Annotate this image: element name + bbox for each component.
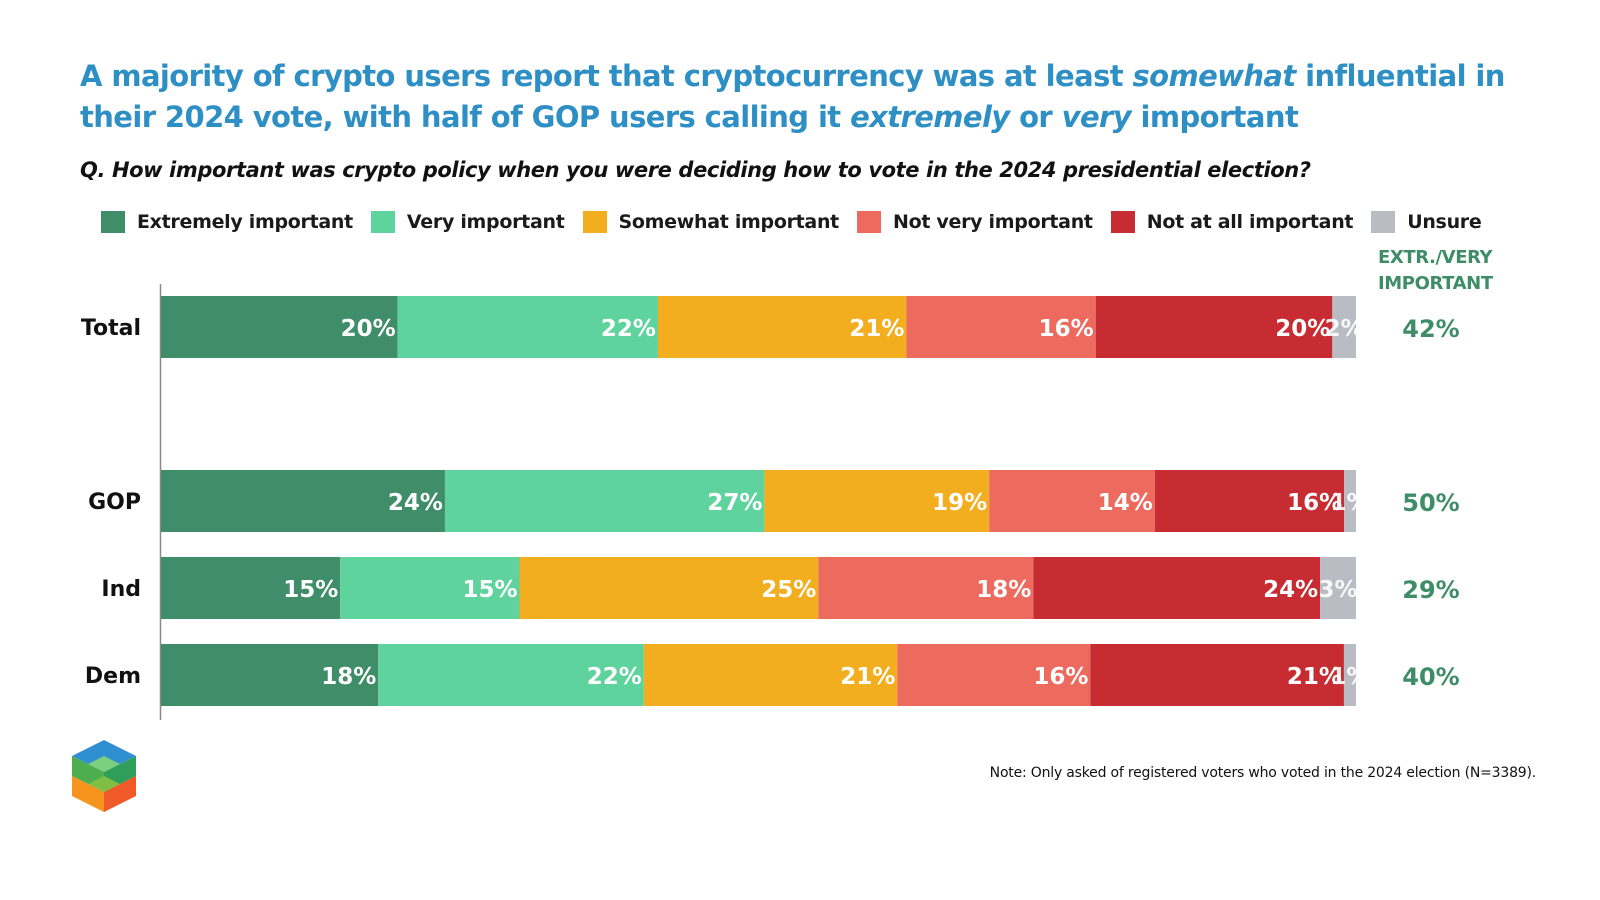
chart-title: A majority of crypto users report that c… [80,59,1505,134]
bar-segment-ind-1 [340,557,520,619]
legend-label: Somewhat important [618,211,840,233]
bar-segment-ind-4 [1033,557,1321,619]
bar-segment-ind-3 [818,557,1034,619]
legend-label: Not very important [892,211,1093,233]
data-label-total-5: 2% [1325,316,1364,342]
data-label-dem-5: 1% [1330,664,1369,690]
legend-swatch [582,211,607,233]
bar-segment-gop-5 [1344,470,1356,532]
bar-segment-dem-3 [897,644,1091,706]
bar-segment-total-2 [657,296,907,358]
legend-swatch [101,211,125,233]
legend-swatch [1110,211,1135,233]
data-label-gop-2: 19% [932,490,987,516]
bar-segment-total-4 [1095,296,1333,358]
data-label-dem-0: 18% [321,664,376,690]
legend-item-unsure: Unsure [1371,211,1482,233]
data-label-ind-1: 15% [462,577,517,603]
bar-segment-gop-3 [989,470,1155,532]
data-label-dem-2: 21% [840,664,895,690]
data-label-ind-4: 24% [1263,577,1318,603]
category-label-ind: Ind [101,577,141,602]
data-label-ind-5: 3% [1319,577,1358,603]
legend-item-extremely-important: Extremely important [101,211,353,233]
bar-segment-ind-0 [161,557,341,619]
data-label-dem-4: 21% [1287,664,1342,690]
bar-segment-dem-4 [1090,644,1344,706]
bar-segment-dem-1 [378,644,644,706]
footnote: Note: Only asked of registered voters wh… [989,765,1537,781]
bar-segment-total-5 [1332,296,1356,358]
legend-item-very-important: Very important [370,211,565,233]
data-label-gop-5: 1% [1331,490,1370,516]
category-label-gop: GOP [88,490,141,515]
data-label-ind-3: 18% [976,577,1031,603]
legend-swatch [370,211,395,233]
legend-item-somewhat-important: Somewhat important [582,211,840,233]
bar-segment-ind-5 [1320,557,1356,619]
data-label-ind-0: 15% [283,577,338,603]
brand-logo-icon [72,740,136,816]
bar-segment-gop-0 [161,470,445,532]
legend-item-not-very-important: Not very important [856,211,1093,233]
legend-swatch [856,211,881,233]
bar-segment-total-1 [397,296,658,358]
data-label-total-3: 16% [1039,316,1094,342]
data-label-gop-4: 16% [1287,490,1342,516]
survey-question: Q. How important was crypto policy when … [80,158,1311,182]
bar-segment-dem-5 [1343,644,1356,706]
bar-segment-total-3 [906,296,1096,358]
extr-very-total-ind: 29% [1402,576,1459,604]
category-label-dem: Dem [85,664,141,689]
bar-segment-gop-2 [764,470,990,532]
bar-segment-total-0 [161,296,398,358]
data-label-total-4: 20% [1275,316,1330,342]
data-label-total-0: 20% [341,316,396,342]
legend-swatch [1371,211,1396,233]
data-label-total-1: 22% [601,316,656,342]
legend-label: Very important [406,211,565,233]
data-label-gop-1: 27% [707,490,762,516]
data-label-total-2: 21% [849,316,904,342]
data-label-dem-3: 16% [1033,664,1088,690]
extr-very-total-gop: 50% [1402,489,1459,517]
legend-label: Extremely important [137,211,353,233]
data-label-dem-1: 22% [587,664,642,690]
bar-segment-gop-4 [1154,470,1345,532]
data-label-ind-2: 25% [761,577,816,603]
bar-segment-dem-0 [161,644,379,706]
legend-label: Not at all important [1146,211,1354,233]
data-label-gop-0: 24% [388,490,443,516]
column-header-line2: IMPORTANT [1378,273,1493,294]
bar-segment-ind-2 [519,557,819,619]
bar-segment-dem-2 [643,644,898,706]
legend-label: Unsure [1407,211,1482,233]
category-label-total: Total [81,316,141,341]
extr-very-important-header: EXTR./VERY IMPORTANT [1378,245,1538,297]
extr-very-total-dem: 40% [1402,663,1459,691]
data-label-gop-3: 14% [1098,490,1153,516]
legend-item-not-at-all-important: Not at all important [1110,211,1354,233]
legend: Extremely important Very important Somewha… [101,209,1499,235]
bar-segment-gop-1 [444,470,765,532]
column-header-line1: EXTR./VERY [1378,247,1493,268]
extr-very-total-total: 42% [1402,315,1459,343]
